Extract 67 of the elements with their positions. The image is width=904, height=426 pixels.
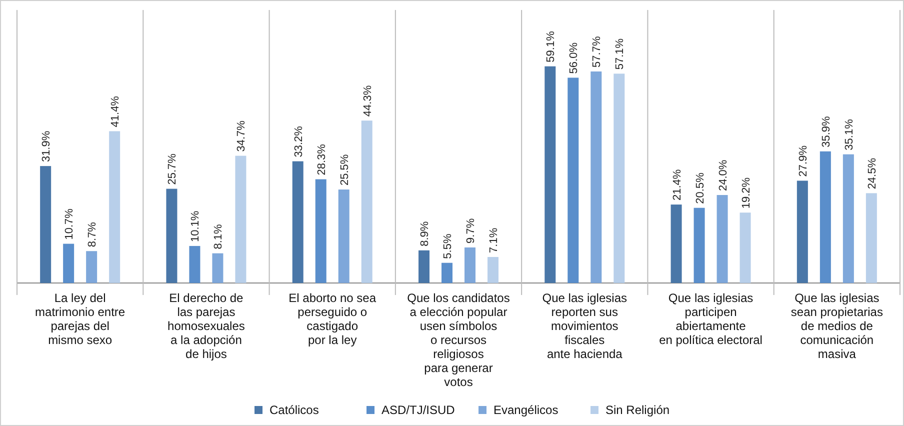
x-tick-label: La ley del matrimonio entre parejas del mismo sexo: [35, 291, 126, 347]
data-label: 25.7%: [166, 153, 179, 185]
bar: [716, 195, 728, 283]
bar: [235, 156, 246, 283]
bar: [292, 161, 304, 283]
x-tick-label: Que las iglesias reporten sus movimientos fiscales ante hacienda: [542, 291, 627, 361]
bar: [488, 256, 498, 283]
bar: [63, 244, 74, 283]
bar: [670, 204, 682, 283]
bar: [338, 190, 350, 283]
data-label: 10.1%: [190, 210, 202, 242]
data-label: 27.9%: [797, 145, 810, 177]
data-label: 31.9%: [40, 130, 53, 162]
data-label: 24.0%: [717, 160, 730, 192]
bar: [614, 74, 625, 283]
bar: [315, 179, 326, 283]
bar: [109, 131, 120, 283]
x-tick-label: Que las iglesias sean propietarias de medios de comunicación masiva: [790, 291, 883, 361]
bar: [86, 251, 98, 283]
legend-label: Evangélicos: [494, 403, 558, 417]
legend-label: Sin Religión: [606, 403, 670, 417]
bar: [40, 166, 52, 283]
bar: [418, 250, 430, 283]
data-label: 5.5%: [442, 234, 454, 259]
bar: [442, 262, 452, 283]
data-label: 56.0%: [568, 42, 580, 74]
bar: [740, 212, 751, 283]
data-label: 44.3%: [362, 85, 374, 117]
data-label: 8.9%: [419, 221, 431, 246]
data-label: 35.1%: [843, 118, 856, 150]
data-label: 35.9%: [820, 116, 832, 148]
data-label: 28.3%: [316, 144, 328, 176]
data-label: 20.5%: [694, 172, 706, 204]
data-label: 57.7%: [591, 36, 604, 68]
data-label: 7.1%: [488, 228, 500, 253]
bar: [544, 66, 556, 283]
x-tick-label: El aborto no sea perseguido o castigado por la ley: [288, 291, 376, 347]
bar: [212, 253, 224, 283]
data-label: 8.1%: [212, 224, 225, 250]
bar: [694, 208, 705, 283]
bar: [590, 71, 602, 283]
bar: [842, 154, 854, 283]
data-label: 59.1%: [545, 30, 558, 62]
data-label: 25.5%: [338, 154, 351, 186]
x-tick-label: Que los candidatos a elección popular usen símbolos o recursos religiosos para generar votos: [407, 291, 510, 389]
legend-label: ASD/TJ/ISUD: [382, 403, 456, 417]
bar: [361, 120, 372, 283]
bar: [568, 78, 579, 283]
data-label: 41.4%: [110, 96, 122, 128]
bar: [166, 188, 178, 283]
bar: [866, 193, 877, 283]
data-label: 21.4%: [671, 169, 684, 201]
bar: [189, 246, 200, 283]
data-label: 24.5%: [866, 158, 878, 190]
x-tick-label: El derecho de las parejas homosexuales a la adopción de hijos: [168, 291, 245, 361]
data-label: 34.7%: [236, 120, 248, 152]
bar: [796, 180, 808, 283]
bar: [464, 247, 476, 283]
legend-label: Católicos: [270, 403, 319, 417]
data-label: 9.7%: [465, 218, 477, 244]
data-label: 19.2%: [740, 177, 752, 209]
bar: [820, 151, 831, 283]
data-label: 33.2%: [292, 126, 305, 158]
data-label: 57.1%: [614, 38, 626, 70]
data-label: 8.7%: [86, 222, 99, 248]
x-tick-label: Que las iglesias participen abiertamente en política electoral: [659, 291, 762, 347]
data-label: 10.7%: [64, 208, 76, 240]
